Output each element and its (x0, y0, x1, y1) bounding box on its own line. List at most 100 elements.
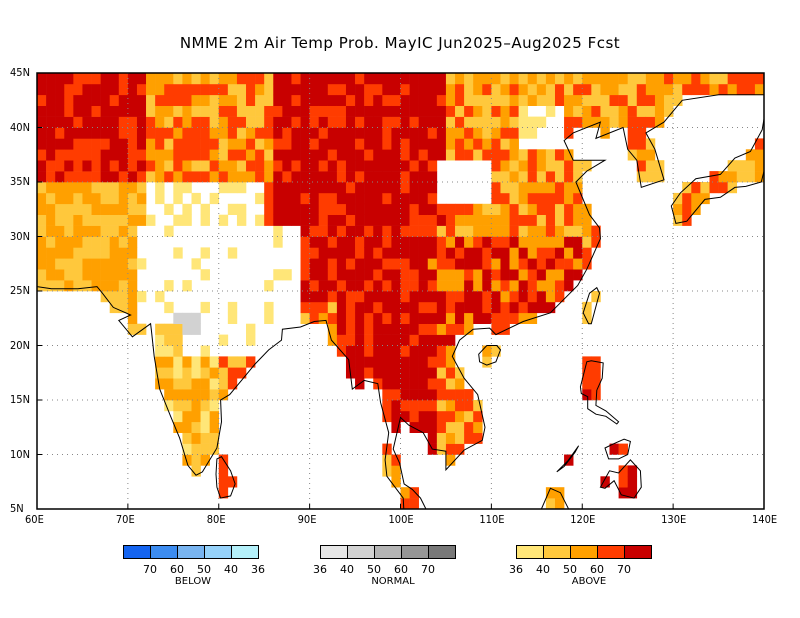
prob-cell (573, 83, 583, 96)
prob-cell (118, 247, 129, 259)
prob-cell (37, 171, 47, 183)
prob-cell (327, 225, 338, 237)
prob-cell (564, 214, 574, 226)
prob-cell (46, 149, 56, 161)
prob-cell (345, 182, 356, 194)
prob-cell (536, 236, 547, 248)
prob-cell (345, 280, 356, 292)
prob-cell (527, 127, 538, 139)
prob-cell (164, 149, 174, 161)
prob-cell (482, 83, 492, 96)
coastline (478, 345, 502, 366)
prob-cell (527, 269, 538, 281)
axis-ticks (36, 72, 765, 510)
prob-cell (282, 116, 292, 128)
prob-cell (364, 258, 374, 270)
prob-cell (473, 83, 483, 96)
prob-cell (118, 127, 129, 139)
prob-cell (246, 116, 256, 128)
prob-cell (409, 214, 419, 226)
prob-cell (545, 291, 556, 303)
prob-cell (473, 105, 483, 117)
prob-cell (127, 83, 138, 96)
prob-cell (400, 258, 410, 270)
prob-cell (209, 83, 220, 96)
prob-cell (164, 105, 174, 117)
prob-cell (509, 105, 519, 117)
prob-cell (427, 291, 438, 303)
prob-cell (491, 192, 501, 205)
prob-cell (418, 160, 429, 172)
prob-cell (200, 83, 210, 96)
prob-cell (309, 138, 320, 150)
prob-cell (300, 301, 310, 314)
prob-cell (37, 225, 47, 237)
prob-cell (500, 105, 510, 117)
prob-cell (373, 280, 383, 292)
prob-cell (545, 182, 556, 194)
prob-cell (373, 105, 383, 117)
prob-cell (118, 301, 129, 314)
prob-cell (355, 105, 365, 117)
prob-cell (509, 182, 519, 194)
prob-cell (345, 149, 356, 161)
prob-cell (582, 105, 592, 117)
prob-cell (582, 214, 592, 226)
prob-cell (727, 182, 738, 194)
prob-cell (427, 378, 438, 390)
prob-cell (455, 280, 465, 292)
prob-cell (400, 378, 410, 390)
prob-cell (182, 127, 192, 139)
prob-cell (73, 105, 83, 117)
prob-cell (436, 94, 447, 106)
prob-cell (91, 236, 101, 248)
prob-cell (664, 73, 674, 85)
prob-cell (400, 94, 410, 106)
prob-cell (373, 138, 383, 150)
prob-cell (64, 258, 74, 270)
prob-cell (127, 301, 138, 314)
prob-cell (364, 83, 374, 96)
prob-cell (355, 149, 365, 161)
prob-cell (754, 83, 764, 96)
prob-cell (73, 258, 83, 270)
prob-cell (355, 203, 365, 215)
prob-cell (264, 280, 274, 292)
prob-cell (436, 367, 447, 379)
prob-cell (164, 356, 174, 368)
prob-cell (191, 378, 201, 390)
prob-cell (445, 454, 456, 466)
prob-cell (355, 247, 365, 259)
prob-cell (727, 73, 738, 85)
prob-cell (136, 182, 147, 194)
prob-cell (418, 378, 429, 390)
prob-cell (627, 83, 638, 96)
prob-cell (118, 269, 129, 281)
coastline (579, 360, 620, 425)
prob-cell (400, 323, 410, 335)
prob-cell (300, 312, 310, 324)
prob-cell (200, 345, 210, 357)
prob-cell (509, 171, 519, 183)
prob-cell (645, 94, 656, 106)
prob-cell (445, 432, 456, 444)
prob-cell (427, 225, 438, 237)
prob-cell (545, 487, 556, 499)
prob-cell (455, 400, 465, 412)
prob-cell (491, 94, 501, 106)
prob-cell (564, 171, 574, 183)
prob-cell (473, 236, 483, 248)
prob-cell (136, 127, 147, 139)
prob-cell (464, 73, 474, 85)
prob-cell (300, 83, 310, 96)
prob-cell (209, 432, 220, 444)
prob-cell (82, 247, 92, 259)
prob-cell (409, 356, 419, 368)
prob-cell (436, 291, 447, 303)
prob-cell (264, 203, 274, 215)
prob-cell (500, 138, 510, 150)
prob-cell (573, 105, 583, 117)
prob-cell (227, 83, 238, 96)
prob-cell (73, 149, 83, 161)
prob-cell (182, 367, 192, 379)
